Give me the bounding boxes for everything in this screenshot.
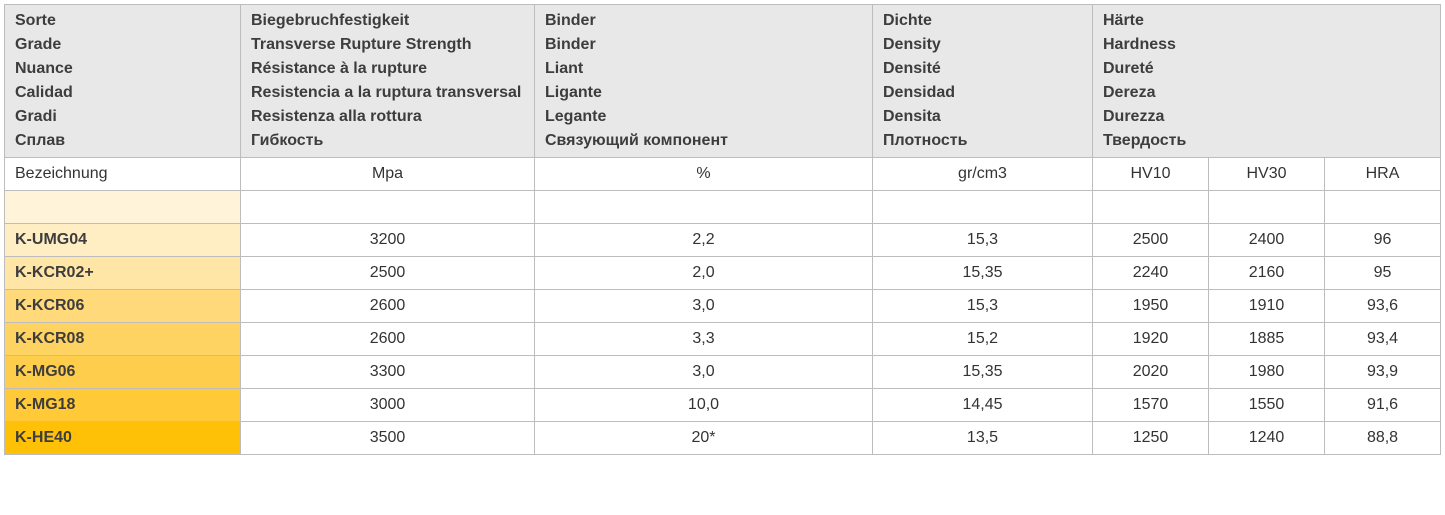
cell-mpa: 2600 [241,290,535,323]
cell-hra: 91,6 [1325,389,1441,422]
cell-hv10: 2020 [1093,356,1209,389]
cell-mpa: 3000 [241,389,535,422]
cell-binder: 3,0 [535,290,873,323]
table-row: K-KCR02+25002,015,352240216095 [5,257,1441,290]
cell-density: 15,2 [873,323,1093,356]
cell-mpa: 3200 [241,224,535,257]
cell-binder: 20* [535,422,873,455]
grade-cell: K-MG06 [5,356,241,389]
header-col-4: HärteHardnessDuretéDerezaDurezzaТвердост… [1093,5,1441,158]
cell-hv30: 1980 [1209,356,1325,389]
cell-hra: 93,9 [1325,356,1441,389]
cell-hv30: 2160 [1209,257,1325,290]
table-row: K-UMG0432002,215,32500240096 [5,224,1441,257]
unit-4: HV10 [1093,158,1209,191]
cell-hv10: 1950 [1093,290,1209,323]
cell-mpa: 2600 [241,323,535,356]
grade-cell: K-MG18 [5,389,241,422]
cell-hv30: 2400 [1209,224,1325,257]
header-col-2: BinderBinderLiantLiganteLeganteСвязующий… [535,5,873,158]
units-row: BezeichnungMpa%gr/cm3HV10HV30HRA [5,158,1441,191]
cell-mpa: 3300 [241,356,535,389]
cell-binder: 2,0 [535,257,873,290]
unit-3: gr/cm3 [873,158,1093,191]
unit-1: Mpa [241,158,535,191]
cell-hv30: 1910 [1209,290,1325,323]
cell-mpa: 2500 [241,257,535,290]
cell-mpa: 3500 [241,422,535,455]
cell-binder: 10,0 [535,389,873,422]
cell-hv10: 1920 [1093,323,1209,356]
unit-6: HRA [1325,158,1441,191]
grade-cell: K-KCR02+ [5,257,241,290]
cell-hra: 93,4 [1325,323,1441,356]
cell-hv30: 1240 [1209,422,1325,455]
grade-cell: K-KCR08 [5,323,241,356]
grade-cell: K-KCR06 [5,290,241,323]
header-col-0: SorteGradeNuanceCalidadGradiСплав [5,5,241,158]
cell-density: 15,35 [873,356,1093,389]
cell-density: 15,3 [873,290,1093,323]
cell-binder: 3,0 [535,356,873,389]
grade-cell: K-UMG04 [5,224,241,257]
unit-0: Bezeichnung [5,158,241,191]
table-row: K-MG0633003,015,352020198093,9 [5,356,1441,389]
cell-hv30: 1885 [1209,323,1325,356]
cell-hv10: 1570 [1093,389,1209,422]
cell-hra: 96 [1325,224,1441,257]
empty-row [5,191,1441,224]
grade-cell: K-HE40 [5,422,241,455]
header-col-1: BiegebruchfestigkeitTransverse Rupture S… [241,5,535,158]
cell-density: 15,35 [873,257,1093,290]
cell-binder: 2,2 [535,224,873,257]
cell-hra: 95 [1325,257,1441,290]
table-row: K-KCR0826003,315,21920188593,4 [5,323,1441,356]
material-properties-table: SorteGradeNuanceCalidadGradiСплавBiegebr… [4,4,1441,455]
header-col-3: DichteDensityDensitéDensidadDensitaПлотн… [873,5,1093,158]
unit-5: HV30 [1209,158,1325,191]
cell-hra: 93,6 [1325,290,1441,323]
cell-hv10: 1250 [1093,422,1209,455]
cell-density: 15,3 [873,224,1093,257]
table-row: K-MG18300010,014,451570155091,6 [5,389,1441,422]
unit-2: % [535,158,873,191]
cell-hv10: 2500 [1093,224,1209,257]
cell-binder: 3,3 [535,323,873,356]
cell-density: 14,45 [873,389,1093,422]
cell-hv30: 1550 [1209,389,1325,422]
cell-hra: 88,8 [1325,422,1441,455]
cell-hv10: 2240 [1093,257,1209,290]
header-row: SorteGradeNuanceCalidadGradiСплавBiegebr… [5,5,1441,158]
table-row: K-HE40350020*13,51250124088,8 [5,422,1441,455]
cell-density: 13,5 [873,422,1093,455]
table-row: K-KCR0626003,015,31950191093,6 [5,290,1441,323]
